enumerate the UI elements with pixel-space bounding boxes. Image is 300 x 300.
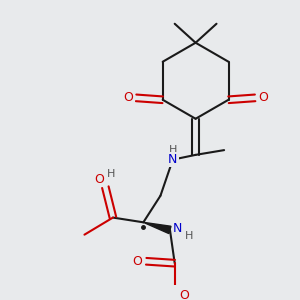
Text: N: N [168, 153, 178, 166]
Text: H: H [169, 145, 177, 155]
Text: O: O [95, 173, 105, 186]
Text: O: O [124, 92, 134, 104]
Text: O: O [179, 289, 189, 300]
Polygon shape [143, 222, 171, 234]
Text: H: H [185, 231, 193, 241]
Text: H: H [107, 169, 115, 179]
Text: O: O [133, 255, 142, 268]
Text: N: N [173, 221, 182, 235]
Text: O: O [258, 92, 268, 104]
